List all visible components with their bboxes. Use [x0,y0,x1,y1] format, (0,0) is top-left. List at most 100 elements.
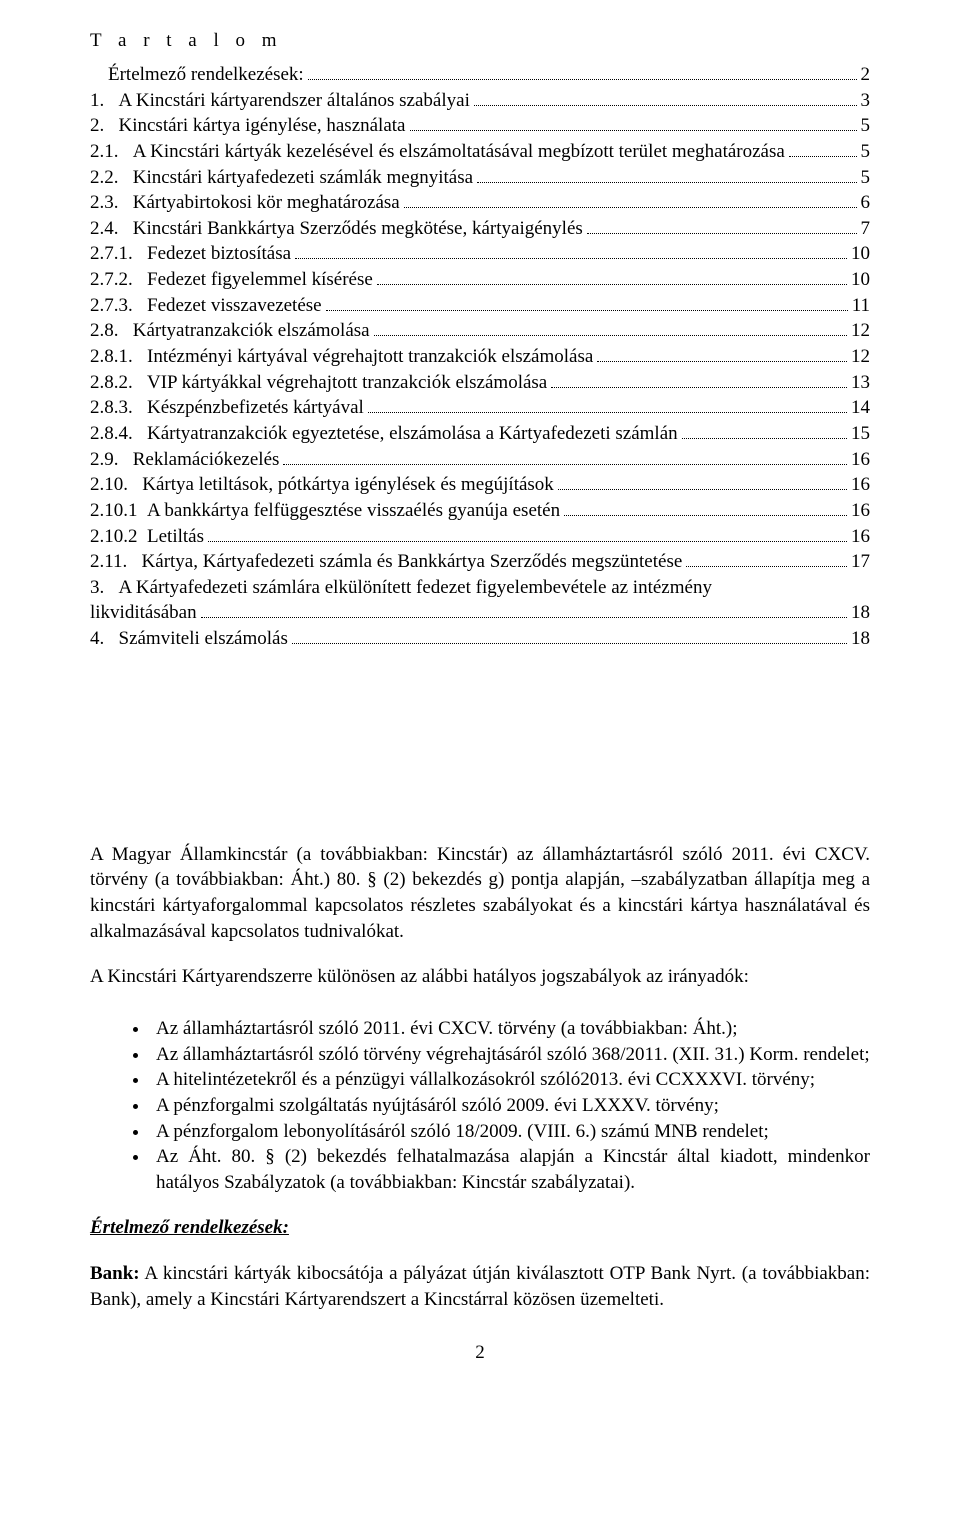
paragraph-intro-2: A Kincstári Kártyarendszerre különösen a… [90,964,870,990]
toc-leader-dots [374,335,847,336]
list-item: A pénzforgalom lebonyolításáról szóló 18… [150,1119,870,1145]
toc-line: likviditásában 18 [90,600,870,626]
toc-number: 2. [90,113,119,139]
toc-page-number: 17 [851,549,870,575]
toc-page-number: 16 [851,498,870,524]
toc-page-number: 7 [861,216,871,242]
toc-leader-dots [477,182,856,183]
toc-page-number: 5 [861,165,871,191]
toc: Értelmező rendelkezések: 21. A Kincstári… [90,62,870,652]
toc-page-number: 14 [851,395,870,421]
toc-leader-dots [558,489,847,490]
toc-entry-text: Kincstári Bankkártya Szerződés megkötése… [133,216,583,242]
toc-entry-text: Kártya, Kártyafedezeti számla és Bankkár… [142,549,683,575]
toc-entry-text: VIP kártyákkal végrehajtott tranzakciók … [147,370,547,396]
toc-number: 2.2. [90,165,133,191]
toc-entry-text: Kincstári kártya igénylése, használata [119,113,406,139]
toc-entry-text: Letiltás [147,524,204,550]
toc-line: Értelmező rendelkezések: 2 [90,62,870,88]
toc-leader-dots [292,643,847,644]
spacer [90,1241,870,1261]
toc-line: 2.9. Reklamációkezelés 16 [90,447,870,473]
toc-leader-dots [686,566,847,567]
toc-page-number: 11 [852,293,870,319]
toc-entry-text: Kincstári kártyafedezeti számlák megnyit… [133,165,473,191]
toc-page-number: 2 [861,62,871,88]
toc-page-number: 12 [851,318,870,344]
toc-entry-text: Kártya letiltások, pótkártya igénylések … [142,472,554,498]
toc-page-number: 12 [851,344,870,370]
toc-line: 2.8.2. VIP kártyákkal végrehajtott tranz… [90,370,870,396]
toc-line: 2.1. A Kincstári kártyák kezelésével és … [90,139,870,165]
toc-entry-text: likviditásában [90,600,197,626]
list-item: Az Áht. 80. § (2) bekezdés felhatalmazás… [150,1144,870,1195]
toc-page-number: 10 [851,241,870,267]
list-item: Az államháztartásról szóló 2011. évi CXC… [150,1016,870,1042]
toc-leader-dots [308,79,857,80]
list-item: A pénzforgalmi szolgáltatás nyújtásáról … [150,1093,870,1119]
toc-line: 2.7.2. Fedezet figyelemmel kísérése 10 [90,267,870,293]
toc-number: 2.3. [90,190,133,216]
toc-line: 1. A Kincstári kártyarendszer általános … [90,88,870,114]
toc-leader-dots [283,464,847,465]
list-item: Az államháztartásról szóló törvény végre… [150,1042,870,1068]
toc-leader-dots [551,387,847,388]
toc-line: 3. A Kártyafedezeti számlára elkülönítet… [90,575,870,601]
toc-line: 2.8.4. Kártyatranzakciók egyeztetése, el… [90,421,870,447]
toc-number: 2.10. [90,472,142,498]
toc-number: 2.7.2. [90,267,147,293]
toc-number: 2.4. [90,216,133,242]
toc-page-number: 18 [851,600,870,626]
toc-number: 2.1. [90,139,133,165]
toc-entry-text: Intézményi kártyával végrehajtott tranza… [147,344,593,370]
toc-leader-dots [404,207,857,208]
spacer [90,1195,870,1215]
toc-leader-dots [295,258,847,259]
toc-leader-dots [368,412,847,413]
toc-line: 2.3. Kártyabirtokosi kör meghatározása 6 [90,190,870,216]
toc-number: 2.9. [90,447,133,473]
paragraph-bank-definition: Bank: A kincstári kártyák kibocsátója a … [90,1261,870,1312]
toc-entry-text: Kártyatranzakciók elszámolása [133,318,370,344]
toc-leader-dots [587,233,857,234]
list-item: A hitelintézetekről és a pénzügyi vállal… [150,1067,870,1093]
toc-entry-text: Reklamációkezelés [133,447,280,473]
paragraph-intro-1: A Magyar Államkincstár (a továbbiakban: … [90,842,870,945]
toc-entry-text: A bankkártya felfüggesztése visszaélés g… [147,498,560,524]
toc-entry-text: Számviteli elszámolás [119,626,288,652]
toc-number: 2.8.1. [90,344,147,370]
toc-line: 2.8.3. Készpénzbefizetés kártyával 14 [90,395,870,421]
toc-leader-dots [326,310,848,311]
toc-page-number: 3 [861,88,871,114]
term-bank: Bank: [90,1263,140,1284]
toc-number: 1. [90,88,119,114]
toc-leader-dots [789,156,857,157]
spacer [90,652,870,842]
toc-number: 3. [90,575,119,601]
toc-page-number: 16 [851,524,870,550]
toc-page-number: 16 [851,472,870,498]
toc-entry-text: A Kincstári kártyák kezelésével és elszá… [133,139,785,165]
toc-leader-dots [201,617,847,618]
toc-line: 2.4. Kincstári Bankkártya Szerződés megk… [90,216,870,242]
toc-number: 2.7.1. [90,241,147,267]
toc-line: 2.7.1. Fedezet biztosítása 10 [90,241,870,267]
toc-page-number: 5 [861,113,871,139]
toc-page-number: 10 [851,267,870,293]
toc-number: 2.11. [90,549,142,575]
toc-entry-text: A Kincstári kártyarendszer általános sza… [119,88,470,114]
toc-page-number: 5 [861,139,871,165]
spacer [90,990,870,1016]
toc-page-number: 6 [861,190,871,216]
toc-leader-dots [682,438,847,439]
toc-title: T a r t a l o m [90,30,870,52]
toc-line: 2.8.1. Intézményi kártyával végrehajtott… [90,344,870,370]
toc-number: 2.8.4. [90,421,147,447]
toc-number: 2.8. [90,318,133,344]
toc-entry-text: Fedezet figyelemmel kísérése [147,267,373,293]
toc-number: 2.7.3. [90,293,147,319]
toc-leader-dots [564,515,847,516]
toc-number: 4. [90,626,119,652]
toc-line: 2. Kincstári kártya igénylése, használat… [90,113,870,139]
toc-leader-dots [208,541,847,542]
